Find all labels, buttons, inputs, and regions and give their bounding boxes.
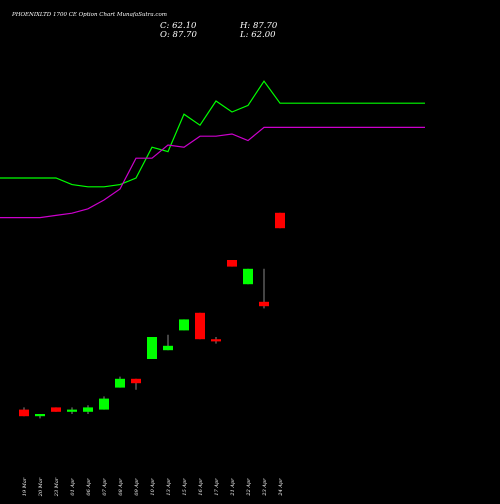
candle <box>211 337 221 344</box>
candle <box>259 268 269 309</box>
series-line-2 <box>0 126 425 219</box>
date-label: 06 Apr <box>86 478 92 496</box>
date-label: 23 Mar <box>54 477 60 497</box>
candle-body <box>275 212 285 229</box>
candle <box>99 396 109 410</box>
chart-title: PHOENIXLTD 1700 CE Option Chart MunafaSu… <box>11 12 167 18</box>
date-label: 10 Apr <box>150 478 156 496</box>
date-label: 20 Mar <box>38 477 44 497</box>
candle-body <box>131 378 141 384</box>
date-label: 16 Apr <box>198 478 204 496</box>
date-axis: 19 Mar 20 Mar 23 Mar 01 Apr 06 Apr 07 Apr 08 A… <box>22 477 284 497</box>
candle <box>179 319 189 331</box>
candle-body <box>99 398 109 410</box>
candle <box>243 268 253 285</box>
close-value: C: 62.10 <box>160 21 197 31</box>
candle-body <box>83 407 93 412</box>
low-value: L: 62.00 <box>239 30 276 40</box>
date-label: 13 Apr <box>166 478 172 496</box>
candle <box>83 405 93 414</box>
candle-body <box>243 268 253 285</box>
series-line-1 <box>0 80 425 188</box>
candle-body <box>51 407 61 412</box>
candle <box>51 407 61 412</box>
date-label: 24 Apr <box>278 478 284 497</box>
candle <box>163 334 173 351</box>
candle <box>147 337 157 359</box>
candle-body <box>67 409 77 412</box>
candle-body <box>163 345 173 351</box>
date-label: 09 Apr <box>134 478 140 496</box>
candle-body <box>115 378 125 388</box>
open-value: O: 87.70 <box>160 30 197 40</box>
candle <box>19 407 29 417</box>
high-value: H: 87.70 <box>239 21 278 31</box>
date-label: 15 Apr <box>182 478 188 496</box>
date-label: 08 Apr <box>118 478 124 496</box>
candle <box>227 260 237 267</box>
candle-body <box>211 339 221 342</box>
candle <box>195 312 205 340</box>
candle <box>35 414 45 419</box>
date-label: 07 Apr <box>102 478 108 496</box>
date-label: 19 Mar <box>22 477 28 496</box>
candles <box>19 212 285 419</box>
candle-body <box>19 409 29 417</box>
candle <box>131 378 141 390</box>
candle <box>67 407 77 414</box>
date-label: 22 Apr <box>246 478 252 497</box>
date-label: 17 Apr <box>214 478 220 496</box>
date-label: 21 Apr <box>230 478 236 497</box>
candle-body <box>195 312 205 340</box>
candle-body <box>259 301 269 307</box>
date-label: 01 Apr <box>70 478 76 496</box>
candle-body <box>179 319 189 331</box>
candle-body <box>147 337 157 359</box>
candle <box>275 212 285 229</box>
indicator-lines <box>0 80 425 219</box>
candle-body <box>227 260 237 267</box>
date-label: 23 Apr <box>262 478 268 497</box>
candle <box>115 376 125 388</box>
candle-body <box>35 414 45 417</box>
